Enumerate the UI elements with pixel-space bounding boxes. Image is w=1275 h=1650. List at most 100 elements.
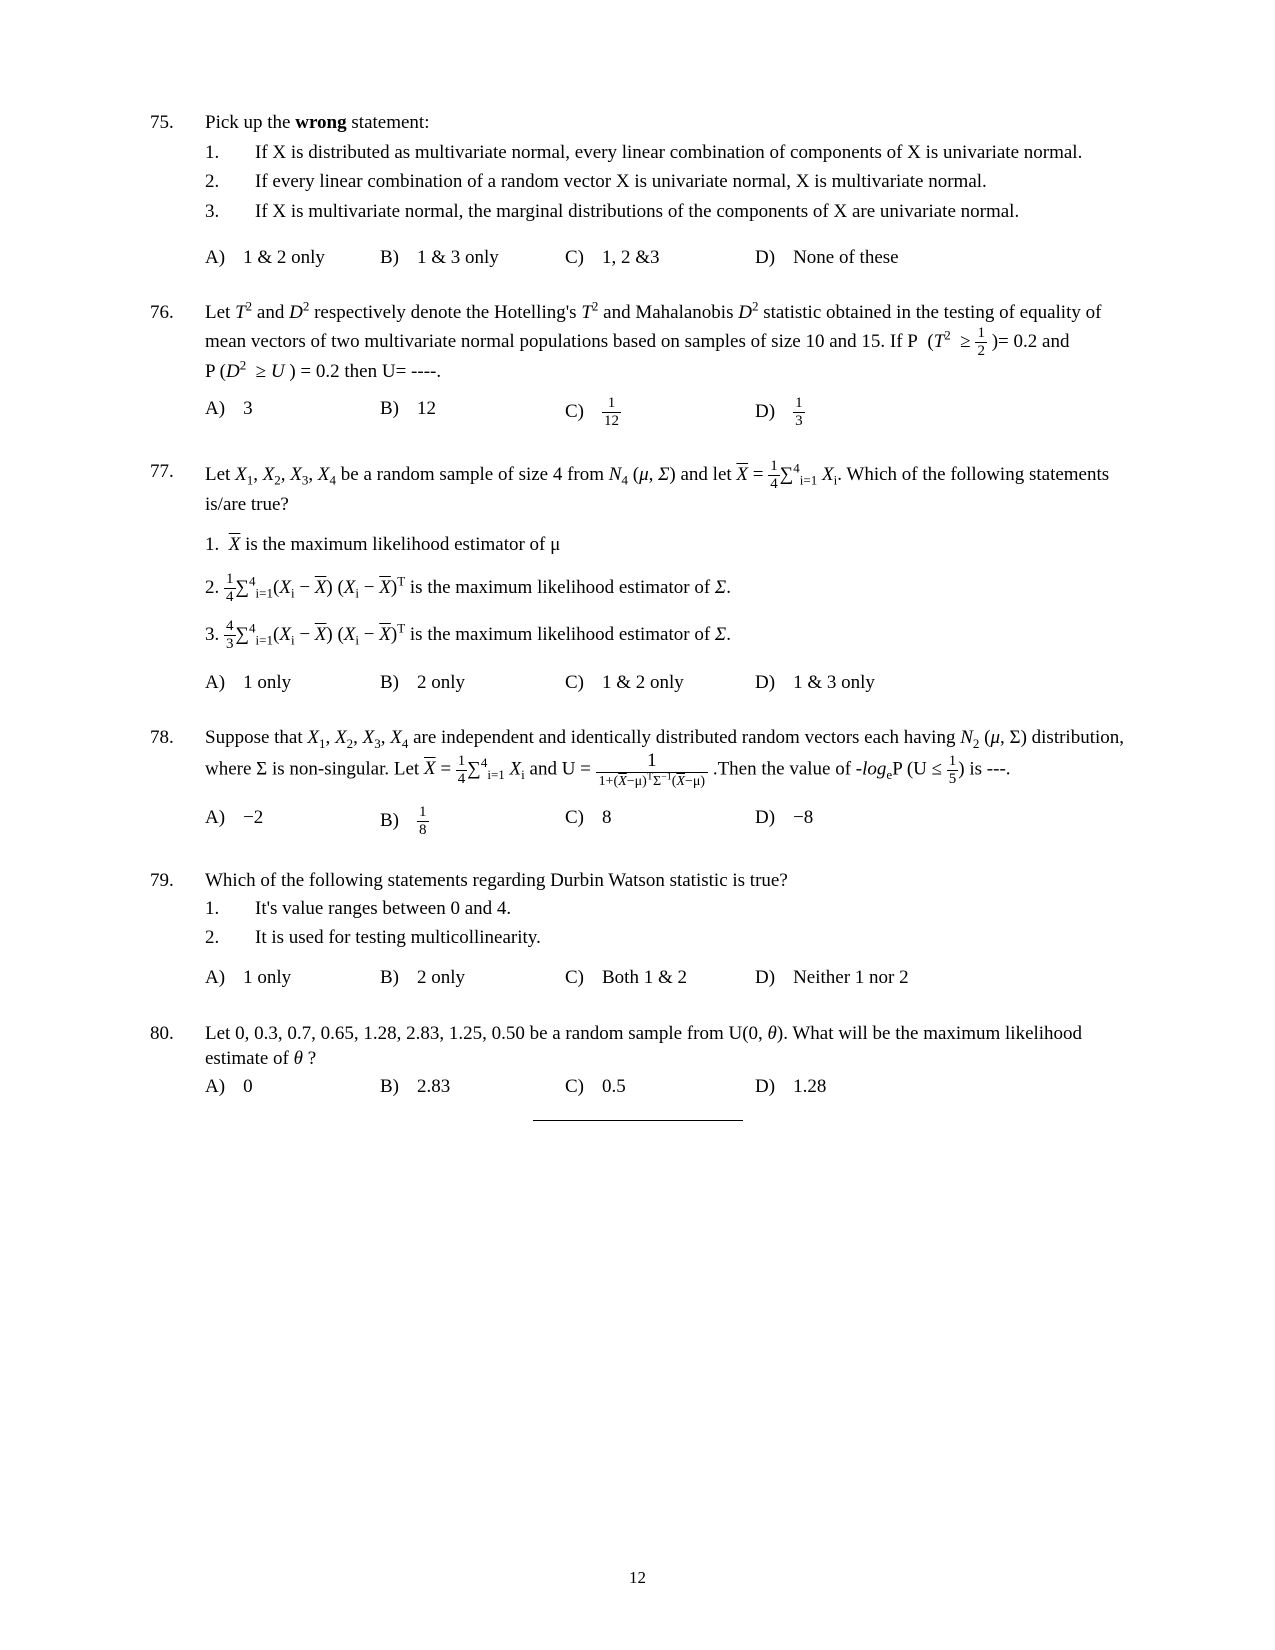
option-value: 8 bbox=[602, 805, 612, 831]
question-77: 77. Let X1, X2, X3, X4 be a random sampl… bbox=[150, 459, 1125, 695]
question-body: Let T2 and D2 respectively denote the Ho… bbox=[205, 300, 1125, 429]
option-b: B) 12 bbox=[380, 396, 565, 429]
statement-text: It's value ranges between 0 and 4. bbox=[255, 896, 1125, 922]
option-value: 1 & 3 only bbox=[417, 245, 499, 271]
option-label: C) bbox=[565, 965, 584, 991]
question-78: 78. Suppose that X1, X2, X3, X4 are inde… bbox=[150, 725, 1125, 838]
question-80: 80. Let 0, 0.3, 0.7, 0.65, 1.28, 2.83, 1… bbox=[150, 1021, 1125, 1100]
option-b: B)2.83 bbox=[380, 1074, 565, 1100]
option-value: 12 bbox=[417, 396, 436, 422]
question-body: Suppose that X1, X2, X3, X4 are independ… bbox=[205, 725, 1125, 838]
option-b: B) 18 bbox=[380, 805, 565, 838]
question-number: 77. bbox=[150, 459, 205, 695]
option-c: C) 8 bbox=[565, 805, 755, 838]
statement-text: If X is distributed as multivariate norm… bbox=[255, 140, 1125, 166]
question-body: Let 0, 0.3, 0.7, 0.65, 1.28, 2.83, 1.25,… bbox=[205, 1021, 1125, 1100]
option-b: B)2 only bbox=[380, 670, 565, 696]
options-row: A) 1 only B)2 only C) Both 1 & 2 D) Neither… bbox=[205, 965, 1125, 991]
statement-text: If every linear combination of a random … bbox=[255, 169, 1125, 195]
question-number: 80. bbox=[150, 1021, 205, 1100]
option-value: 1 & 3 only bbox=[793, 670, 875, 696]
question-number: 76. bbox=[150, 300, 205, 429]
option-label: D) bbox=[755, 245, 775, 271]
statement-1: 1. If X is distributed as multivariate n… bbox=[205, 140, 1125, 166]
question-number: 75. bbox=[150, 110, 205, 270]
option-value: 1 only bbox=[243, 965, 291, 991]
option-value: 0.5 bbox=[602, 1074, 626, 1100]
option-label: C) bbox=[565, 245, 584, 271]
statement-2: 2. 14∑4i=1(Xi − X) (Xi − X)T is the maxi… bbox=[205, 572, 1125, 605]
option-c: C)1 & 2 only bbox=[565, 670, 755, 696]
options-row: A) 0 B)2.83 C) 0.5 D)1.28 bbox=[205, 1074, 1125, 1100]
statement-2: 2. If every linear combination of a rand… bbox=[205, 169, 1125, 195]
statement-text: If X is multivariate normal, the margina… bbox=[255, 199, 1125, 225]
option-value: Neither 1 nor 2 bbox=[793, 965, 909, 991]
question-body: Which of the following statements regard… bbox=[205, 868, 1125, 991]
option-b: B) 1 & 3 only bbox=[380, 245, 565, 271]
option-a: A) 3 bbox=[205, 396, 380, 429]
option-b: B)2 only bbox=[380, 965, 565, 991]
option-label: D) bbox=[755, 965, 775, 991]
option-value: 1, 2 &3 bbox=[602, 245, 660, 271]
option-value: Both 1 & 2 bbox=[602, 965, 687, 991]
statement-number: 2. bbox=[205, 925, 255, 951]
option-label: A) bbox=[205, 670, 225, 696]
option-value: −8 bbox=[793, 805, 813, 831]
option-label: C) bbox=[565, 399, 584, 425]
question-76: 76. Let T2 and D2 respectively denote th… bbox=[150, 300, 1125, 429]
option-label: A) bbox=[205, 965, 225, 991]
option-label: C) bbox=[565, 805, 584, 831]
option-label: B) bbox=[380, 245, 399, 271]
option-label: B) bbox=[380, 396, 399, 422]
statement-2: 2. It is used for testing multicollinear… bbox=[205, 925, 1125, 951]
option-value: 1 & 2 only bbox=[243, 245, 325, 271]
statement-text: It is used for testing multicollinearity… bbox=[255, 925, 1125, 951]
option-value: 2.83 bbox=[417, 1074, 450, 1100]
question-stem: Suppose that X1, X2, X3, X4 are independ… bbox=[205, 725, 1125, 789]
option-value: None of these bbox=[793, 245, 899, 271]
option-value: 18 bbox=[417, 805, 429, 838]
question-body: Pick up the wrong statement: 1. If X is … bbox=[205, 110, 1125, 270]
option-d: D) 1 & 3 only bbox=[755, 670, 875, 696]
option-c: C) 112 bbox=[565, 396, 755, 429]
end-rule bbox=[533, 1120, 743, 1121]
options-row: A) 3 B) 12 C) 112 D) 13 bbox=[205, 396, 1125, 429]
question-stem: Let 0, 0.3, 0.7, 0.65, 1.28, 2.83, 1.25,… bbox=[205, 1021, 1125, 1072]
option-label: A) bbox=[205, 396, 225, 422]
option-value: 3 bbox=[243, 396, 253, 422]
option-d: D) 13 bbox=[755, 396, 805, 429]
option-label: A) bbox=[205, 1074, 225, 1100]
option-label: D) bbox=[755, 670, 775, 696]
question-stem: Which of the following statements regard… bbox=[205, 868, 1125, 894]
option-c: C) Both 1 & 2 bbox=[565, 965, 755, 991]
question-body: Let X1, X2, X3, X4 be a random sample of… bbox=[205, 459, 1125, 695]
option-d: D)1.28 bbox=[755, 1074, 826, 1100]
page-number: 12 bbox=[0, 1567, 1275, 1590]
question-75: 75. Pick up the wrong statement: 1. If X… bbox=[150, 110, 1125, 270]
statement-number: 1. bbox=[205, 140, 255, 166]
option-d: D) −8 bbox=[755, 805, 813, 838]
option-value: 0 bbox=[243, 1074, 253, 1100]
question-stem-b: P (D2 ≥ U ) = 0.2 then U= ----. bbox=[205, 359, 1125, 385]
option-label: A) bbox=[205, 245, 225, 271]
statement-1: 1. It's value ranges between 0 and 4. bbox=[205, 896, 1125, 922]
option-d: D) Neither 1 nor 2 bbox=[755, 965, 909, 991]
option-value: 1 only bbox=[243, 670, 291, 696]
option-label: D) bbox=[755, 399, 775, 425]
option-value: −2 bbox=[243, 805, 263, 831]
option-label: B) bbox=[380, 808, 399, 834]
option-label: B) bbox=[380, 670, 399, 696]
statement-number: 1. bbox=[205, 896, 255, 922]
option-label: D) bbox=[755, 1074, 775, 1100]
question-stem: Let X1, X2, X3, X4 be a random sample of… bbox=[205, 459, 1125, 518]
option-value: 112 bbox=[602, 396, 621, 429]
options-row: A)−2 B)18 C)8 D)−8 bbox=[205, 805, 1125, 838]
option-label: D) bbox=[755, 805, 775, 831]
option-d: D) None of these bbox=[755, 245, 899, 271]
page: 75. Pick up the wrong statement: 1. If X… bbox=[0, 0, 1275, 1650]
option-a: A) 1 only bbox=[205, 965, 380, 991]
statement-number: 3. bbox=[205, 199, 255, 225]
option-a: A) 1 only bbox=[205, 670, 380, 696]
option-label: C) bbox=[565, 1074, 584, 1100]
option-value: 13 bbox=[793, 396, 805, 429]
